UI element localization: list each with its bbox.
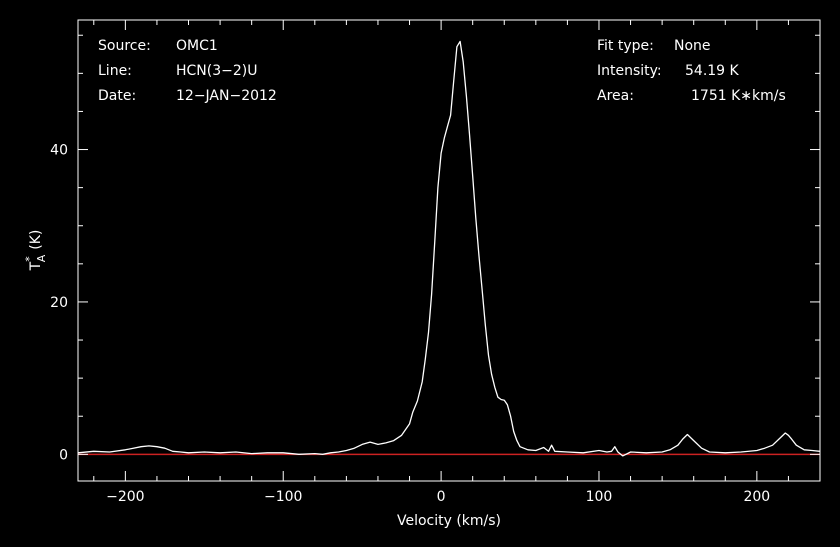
spectrum-series-line — [77, 40, 821, 457]
y-tick-label: 40 — [50, 143, 68, 159]
x-tick-label: 100 — [586, 489, 613, 505]
info-left: Source: OMC1 Line: HCN(3−2)U Date: 12−JA… — [98, 38, 277, 104]
date-label: Date: — [98, 88, 136, 104]
y-tick-label: 20 — [50, 295, 68, 311]
y-axis-label-sub: A — [35, 254, 48, 262]
plot-frame — [77, 19, 821, 482]
x-tick-label: 0 — [437, 489, 446, 505]
intensity-label: Intensity: — [597, 63, 662, 79]
date-value: 12−JAN−2012 — [176, 88, 277, 104]
info-right: Fit type: None Intensity: 54.19 K Area: … — [597, 38, 786, 104]
y-axis-label-super: * — [23, 256, 36, 262]
line-label: Line: — [98, 63, 132, 79]
x-tick-label: −100 — [264, 489, 302, 505]
plot-layer: −200 −100 0 100 200 0 20 40 — [50, 20, 821, 505]
x-tick-label: −200 — [106, 489, 144, 505]
x-tick-label: 200 — [743, 489, 770, 505]
svg-text:T*A(K): T*A (K) — [23, 230, 48, 272]
area-label: Area: — [597, 88, 634, 104]
fit-type-value: None — [674, 38, 711, 54]
line-value: HCN(3−2)U — [176, 63, 258, 79]
intensity-value: 54.19 K — [685, 63, 740, 79]
source-label: Source: — [98, 38, 151, 54]
fit-type-label: Fit type: — [597, 38, 654, 54]
y-axis-label: T*A (K) — [23, 230, 48, 272]
y-axis-label-unit: (K) — [28, 230, 44, 250]
x-axis-label: Velocity (km/s) — [397, 513, 501, 529]
source-value: OMC1 — [176, 38, 218, 54]
area-value: 1751 K∗km/s — [691, 88, 786, 104]
y-tick-label: 0 — [59, 447, 68, 463]
y-axis-label-main: T — [28, 261, 44, 271]
